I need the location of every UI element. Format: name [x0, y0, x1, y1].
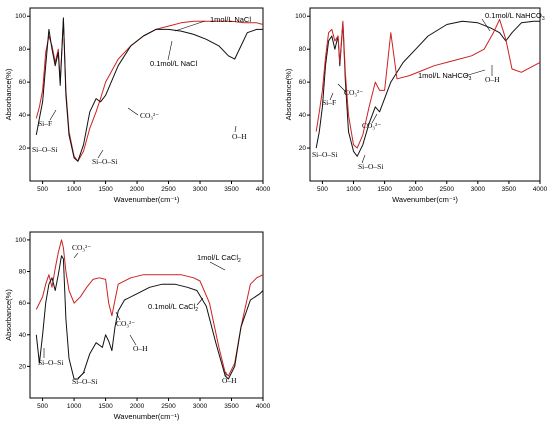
x-tick-label: 2500 [161, 186, 176, 193]
band-annotation: Si–O–Si [32, 145, 57, 154]
annotation-pointer [329, 92, 334, 101]
y-tick-label: 100 [295, 13, 306, 20]
x-tick-label: 3500 [224, 186, 239, 193]
x-tick-label: 1500 [98, 403, 113, 410]
series-line-0 [35, 239, 264, 377]
annotation-pointer [127, 107, 139, 116]
legend-pointer [481, 18, 491, 32]
y-tick-label: 40 [19, 332, 27, 339]
y-tick-label: 20 [19, 145, 27, 152]
x-tick-label: 2000 [408, 186, 423, 193]
annotation-pointer [361, 154, 366, 164]
panel-cacl2: 500 1000 1500 2000 2500 3000 3500 4000 20 40 60 80 1… [4, 231, 271, 421]
y-tick-label: 20 [299, 145, 307, 152]
y-axis-label: Absorbance(%) [284, 68, 293, 120]
annotation-pointer [49, 109, 57, 121]
series-line-0 [315, 20, 540, 157]
x-tick-label: 2500 [161, 403, 176, 410]
annotation-pointer [97, 149, 104, 159]
band-annotation: CO₃²⁻ [344, 88, 363, 97]
y-tick-label: 100 [15, 237, 26, 244]
legend-label-0: 0.1mol/L NaHCO3 [485, 11, 545, 22]
x-tick-label: 1000 [67, 403, 82, 410]
band-annotation: CO₃²⁻ [116, 319, 135, 328]
annotation-pointer [371, 113, 378, 124]
panel-nahco3: 500 1000 1500 2000 2500 3000 3500 4000 20 40 60 80 1… [284, 7, 548, 204]
band-annotation: CO₃²⁻ [72, 243, 91, 252]
band-annotation: O–H [232, 132, 247, 141]
x-tick-label: 3000 [193, 403, 208, 410]
x-tick-label: 3500 [502, 186, 517, 193]
legend-label-1: 1mol/L NaHCO3 [418, 71, 472, 82]
y-tick-label: 80 [299, 46, 307, 53]
annotation-pointer [234, 125, 237, 133]
band-annotation: Si–O–Si [358, 162, 383, 171]
y-tick-label: 100 [15, 13, 26, 20]
plot-frame [309, 7, 541, 182]
band-annotation: Si–F [38, 119, 52, 128]
y-tick-label: 60 [299, 79, 307, 86]
band-annotation: Si–O–Si [92, 157, 117, 166]
x-tick-label: 500 [37, 186, 48, 193]
legend-pointer [196, 297, 204, 306]
series-line-1 [35, 17, 263, 162]
x-tick-label: 1500 [98, 186, 113, 193]
x-tick-label: 3000 [471, 186, 486, 193]
y-tick-label: 80 [19, 46, 27, 53]
legend-label-1: 0.1mol/L CaCl2 [148, 302, 198, 313]
band-annotation: Si–O–Si [72, 377, 97, 386]
series-line-1 [315, 19, 541, 149]
x-axis-label: Wavenumber(cm⁻¹) [392, 195, 458, 204]
x-tick-label: 1000 [67, 186, 82, 193]
x-tick-label: 2500 [440, 186, 455, 193]
legend-label-1: 0.1mol/L NaCl [150, 59, 198, 68]
band-annotation: CO₃²⁻ [362, 121, 381, 130]
x-tick-label: 1000 [346, 186, 361, 193]
y-tick-label: 40 [19, 112, 27, 119]
band-annotation: Si–O–Si [38, 358, 63, 367]
y-tick-label: 60 [19, 300, 27, 307]
x-tick-label: 1500 [377, 186, 392, 193]
legend-pointer [167, 40, 173, 61]
x-tick-label: 2000 [130, 403, 145, 410]
legend-pointer [209, 261, 226, 271]
x-tick-label: 500 [37, 403, 48, 410]
x-tick-label: 3500 [224, 403, 239, 410]
series-line-1 [35, 255, 264, 380]
legend-label-0: 1mol/L NaCl [210, 15, 251, 24]
band-annotation: O–H [222, 376, 237, 385]
band-annotation: Si–O–Si [312, 150, 337, 159]
y-tick-label: 80 [19, 269, 27, 276]
band-annotation: O–H [485, 75, 500, 84]
legend-pointer [464, 69, 486, 77]
panel-nacl: 500 1000 1500 2000 2500 3000 3500 4000 20 40 60 80 1… [4, 7, 271, 204]
y-axis-label: Absorbance(%) [4, 289, 13, 341]
x-axis-label: Wavenumber(cm⁻¹) [114, 195, 180, 204]
y-tick-label: 20 [19, 363, 27, 370]
annotation-pointer [115, 311, 121, 321]
plot-frame [29, 231, 264, 399]
y-tick-label: 60 [19, 79, 27, 86]
band-annotation: CO₃²⁻ [140, 111, 159, 120]
plot-frame [29, 7, 264, 182]
x-tick-label: 2000 [130, 186, 145, 193]
annotation-pointer [129, 334, 137, 346]
x-tick-label: 500 [317, 186, 328, 193]
band-annotation: Si–F [322, 98, 336, 107]
legend-label-0: 1mol/L CaCl2 [197, 253, 241, 264]
annotation-pointer [77, 371, 86, 379]
x-tick-label: 3000 [193, 186, 208, 193]
y-tick-label: 40 [299, 112, 307, 119]
y-axis-label: Absorbance(%) [4, 68, 13, 120]
x-tick-label: 4000 [533, 186, 548, 193]
annotation-pointer [73, 252, 79, 259]
x-axis-label: Wavenumber(cm⁻¹) [114, 412, 180, 421]
x-tick-label: 4000 [256, 186, 271, 193]
legend-pointer [174, 20, 206, 32]
band-annotation: O–H [133, 344, 148, 353]
x-tick-label: 4000 [256, 403, 271, 410]
annotation-pointer [337, 83, 347, 93]
